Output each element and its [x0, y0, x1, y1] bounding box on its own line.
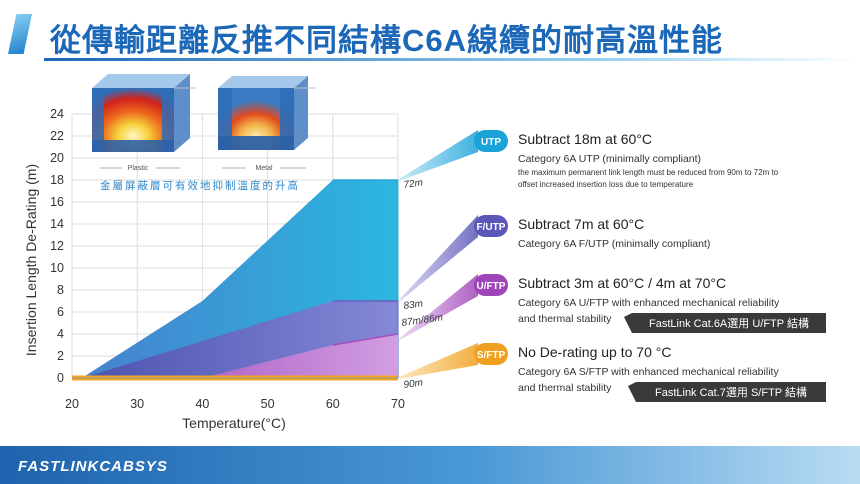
series-end-label: 72m — [403, 177, 424, 191]
callout-list: UTP Subtract 18m at 60°C Category 6A UTP (… — [474, 130, 826, 402]
y-tick-label: 2 — [57, 349, 64, 363]
callout-description: Category 6A UTP (minimally compliant) — [518, 153, 701, 165]
callout-connector — [399, 274, 478, 341]
inset-caption: 金屬屏蔽層可有效地抑制溫度的升高 — [100, 179, 300, 192]
callout-utp: UTP Subtract 18m at 60°C Category 6A UTP (… — [474, 130, 779, 189]
x-tick-label: 20 — [65, 397, 79, 411]
footer-bar: FASTLINKCABSYS — [0, 446, 860, 484]
plastic-shield-figure — [92, 74, 196, 152]
x-axis-title: Temperature(°C) — [182, 415, 286, 431]
x-tick-label: 30 — [130, 397, 144, 411]
series-end-label: 90m — [403, 377, 424, 391]
y-tick-label: 22 — [50, 129, 64, 143]
callout-note: the maximum permanent link length must b… — [518, 168, 779, 177]
x-tick-label: 70 — [391, 397, 405, 411]
callout-description: Category 6A S/FTP with enhanced mechanic… — [518, 366, 779, 378]
y-tick-label: 0 — [57, 371, 64, 385]
series-area-uftp — [72, 334, 398, 378]
y-axis-title: Insertion Length De-Rating (m) — [23, 164, 39, 356]
callout-connector — [399, 215, 478, 302]
callout-futp: F/UTP Subtract 7m at 60°C Category 6A F/UT… — [474, 215, 710, 250]
callout-badge — [474, 343, 508, 365]
callout-sftp: S/FTP No De-rating up to 70 °C Category 6A… — [474, 343, 826, 402]
y-tick-label: 16 — [50, 195, 64, 209]
thermal-inset: Plastic Metal 金屬屏蔽層可有效地抑制溫度的升高 — [92, 74, 316, 192]
title-underline — [44, 58, 860, 61]
callout-badge-label: F/UTP — [477, 222, 506, 233]
callout-connector — [399, 343, 478, 379]
callout-description: Category 6A U/FTP with enhanced mechanic… — [518, 297, 780, 309]
callout-title: Subtract 7m at 60°C — [518, 216, 644, 232]
callout-description: Category 6A F/UTP (minimally compliant) — [518, 238, 710, 250]
brand-logo: FASTLINKCABSYS — [18, 458, 168, 475]
product-tag: FastLink Cat.6A選用 U/FTP 結構 — [649, 316, 809, 330]
page-title: 從傳輸距離反推不同結構C6A線纜的耐高溫性能 — [50, 23, 724, 58]
callout-uftp: U/FTP Subtract 3m at 60°C / 4m at 70°C Cat… — [474, 274, 826, 333]
y-tick-label: 14 — [50, 217, 64, 231]
metal-shield-figure — [218, 76, 316, 150]
callout-title: No De-rating up to 70 °C — [518, 344, 671, 360]
product-tag-background — [624, 313, 826, 333]
product-tag: FastLink Cat.7選用 S/FTP 結構 — [655, 385, 807, 399]
inset-label-plastic: Plastic — [128, 165, 149, 172]
y-tick-label: 4 — [57, 327, 64, 341]
title-bar: 從傳輸距離反推不同結構C6A線纜的耐高溫性能 — [0, 6, 860, 64]
inset-label-metal: Metal — [255, 165, 273, 172]
callout-title: Subtract 18m at 60°C — [518, 131, 652, 147]
series-edge-uftp — [332, 333, 399, 346]
series-end-label: 83m — [403, 298, 424, 312]
callout-badge — [474, 130, 508, 152]
product-tag-background — [628, 382, 826, 402]
x-tick-label: 50 — [261, 397, 275, 411]
x-tick-label: 60 — [326, 397, 340, 411]
callout-badge-label: UTP — [481, 137, 501, 148]
callout-badge-label: S/FTP — [477, 350, 506, 361]
callout-title: Subtract 3m at 60°C / 4m at 70°C — [518, 275, 726, 291]
callout-note: offset increased insertion loss due to t… — [518, 180, 694, 189]
y-tick-label: 8 — [57, 283, 64, 297]
x-tick-label: 40 — [195, 397, 209, 411]
callout-badge — [474, 215, 508, 237]
y-tick-label: 18 — [50, 173, 64, 187]
callout-badge-label: U/FTP — [477, 281, 506, 292]
y-tick-label: 20 — [50, 151, 64, 165]
callout-description: and thermal stability — [518, 382, 612, 394]
callout-fans — [399, 130, 478, 379]
callout-description: and thermal stability — [518, 313, 612, 325]
y-tick-label: 6 — [57, 305, 64, 319]
callout-connector — [399, 130, 478, 181]
y-tick-label: 12 — [50, 239, 64, 253]
callout-badge — [474, 274, 508, 296]
y-tick-label: 10 — [50, 261, 64, 275]
y-tick-label: 24 — [50, 107, 64, 121]
